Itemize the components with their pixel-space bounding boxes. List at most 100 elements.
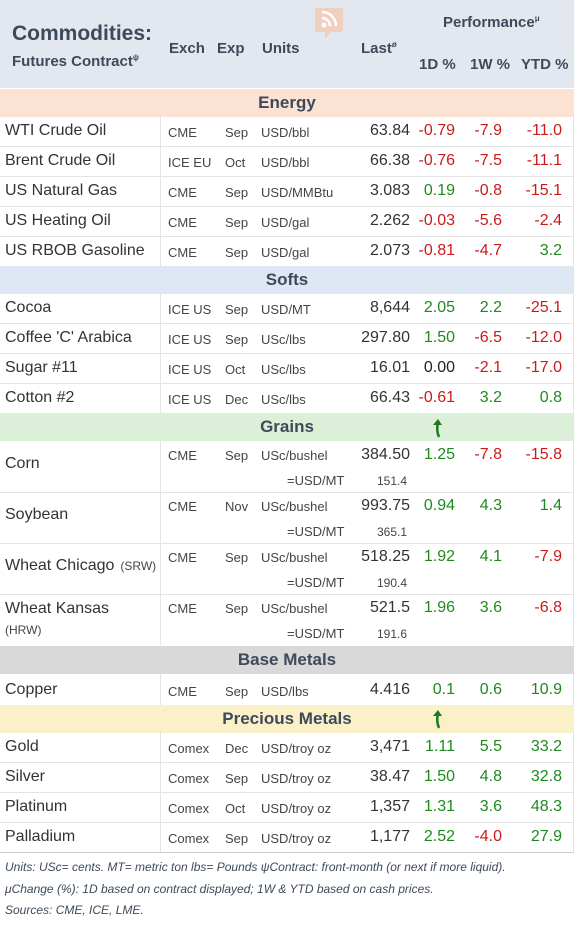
- table-row: Silver Comex Sep USD/troy oz 38.47 1.50 4.8 32.…: [0, 762, 574, 792]
- units: USD/gal: [261, 215, 310, 230]
- conversion-label: =USD/MT: [287, 575, 345, 590]
- change-ytd: 10.9: [530, 681, 562, 698]
- commodity-name: Corn: [5, 455, 40, 473]
- units: USc/bushel: [261, 499, 328, 514]
- change-1w: 3.6: [479, 798, 502, 815]
- column-divider: [160, 441, 161, 492]
- section-softs: Softs: [0, 266, 574, 294]
- commodity-name-text: Corn: [5, 455, 40, 472]
- commodity-name: Soybean: [5, 506, 68, 524]
- column-divider: [160, 594, 161, 645]
- commodity-name: Cotton #2: [5, 389, 75, 406]
- green-arrow-icon: [433, 419, 442, 438]
- expiry: Nov: [225, 499, 249, 514]
- exchange: ICE US: [168, 392, 212, 407]
- column-divider: [160, 383, 161, 413]
- commodity-name: US Heating Oil: [5, 212, 111, 229]
- expiry: Sep: [225, 684, 249, 699]
- last-price: 1,357: [369, 798, 410, 815]
- change-1d: 0.00: [423, 359, 455, 376]
- change-ytd: 33.2: [530, 738, 562, 755]
- change-ytd: -12.0: [525, 329, 562, 346]
- table-row: US RBOB Gasoline CME Sep USD/gal 2.073 -0.81 -…: [0, 236, 574, 266]
- table-row: Corn CME Sep USc/bushel 384.50 1.25 -7.8 -15.8 =…: [0, 441, 574, 492]
- row-divider: [0, 323, 574, 324]
- expiry: Sep: [225, 332, 249, 347]
- exchange: CME: [168, 684, 197, 699]
- row-divider: [0, 543, 574, 544]
- units: USD/troy oz: [261, 771, 332, 786]
- last-price: 521.5: [369, 599, 410, 616]
- col-ytd: YTD %: [521, 56, 569, 73]
- change-1d: 2.05: [423, 299, 455, 316]
- change-ytd: -7.9: [534, 548, 562, 565]
- row-divider: [0, 492, 574, 493]
- column-divider: [160, 822, 161, 852]
- exchange: ICE EU: [168, 155, 212, 170]
- units: USc/lbs: [261, 332, 306, 347]
- change-1w: -4.0: [474, 828, 502, 845]
- col-last: Lastø: [361, 40, 397, 57]
- green-arrow-icon: [433, 710, 442, 729]
- commodity-name: US RBOB Gasoline: [5, 242, 145, 259]
- change-ytd: -2.4: [534, 212, 562, 229]
- expiry: Sep: [225, 831, 249, 846]
- units: USD/gal: [261, 245, 310, 260]
- column-divider: [160, 762, 161, 792]
- change-1w: -2.1: [474, 359, 502, 376]
- last-price: 3,471: [369, 738, 410, 755]
- last-price: 38.47: [369, 768, 410, 785]
- column-divider: [160, 674, 161, 705]
- change-1w: 0.6: [479, 681, 502, 698]
- table-header: Commodities: Futures Contractψ Exch Exp …: [0, 0, 574, 88]
- col-exch: Exch: [169, 40, 205, 57]
- exchange: CME: [168, 215, 197, 230]
- footnote-units: Units: USc= cents. MT= metric ton lbs= P…: [5, 860, 506, 874]
- conversion-label: =USD/MT: [287, 524, 345, 539]
- units: USD/troy oz: [261, 831, 332, 846]
- column-divider: [160, 176, 161, 206]
- table-row: WTI Crude Oil CME Sep USD/bbl 63.84 -0.79 -7.9…: [0, 116, 574, 146]
- commodity-name: WTI Crude Oil: [5, 122, 107, 139]
- change-1d: 0.19: [423, 182, 455, 199]
- section-precious-metals: Precious Metals: [0, 705, 574, 733]
- expiry: Sep: [225, 550, 249, 565]
- change-1w: 4.8: [479, 768, 502, 785]
- row-divider: [0, 383, 574, 384]
- conversion-value: 365.1: [377, 525, 408, 539]
- table-row: Platinum Comex Oct USD/troy oz 1,357 1.31 3.6 4…: [0, 792, 574, 822]
- rss-logo-icon: [315, 8, 343, 39]
- change-1d: -0.79: [418, 122, 455, 139]
- row-divider: [0, 594, 574, 595]
- last-price: 1,177: [369, 828, 410, 845]
- units: USc/bushel: [261, 550, 328, 565]
- change-1w: -6.5: [474, 329, 502, 346]
- expiry: Sep: [225, 771, 249, 786]
- table-row: Wheat Chicago (SRW) CME Sep USc/bushel 518.25…: [0, 543, 574, 594]
- section-energy: Energy: [0, 89, 574, 117]
- commodity-name: Copper: [5, 681, 58, 698]
- exchange: Comex: [168, 801, 210, 816]
- column-divider: [160, 353, 161, 383]
- expiry: Sep: [225, 302, 249, 317]
- change-ytd: 32.8: [530, 768, 562, 785]
- commodity-name: Silver: [5, 768, 46, 785]
- expiry: Sep: [225, 125, 249, 140]
- expiry: Oct: [225, 801, 246, 816]
- units: USc/bushel: [261, 601, 328, 616]
- exchange: ICE US: [168, 332, 212, 347]
- commodity-name-text: Soybean: [5, 506, 69, 523]
- exchange: CME: [168, 448, 197, 463]
- change-1w: -7.8: [474, 446, 502, 463]
- expiry: Sep: [225, 601, 249, 616]
- row-divider: [0, 792, 574, 793]
- change-1d: 1.25: [423, 446, 455, 463]
- change-1w: 2.2: [479, 299, 502, 316]
- commodity-name: Palladium: [5, 828, 76, 845]
- table-row: Coffee 'C' Arabica ICE US Sep USc/lbs 297.80…: [0, 323, 574, 353]
- last-price: 8,644: [369, 299, 410, 316]
- expiry: Oct: [225, 155, 246, 170]
- change-1d: 0.1: [432, 681, 455, 698]
- last-price: 2.073: [369, 242, 410, 259]
- change-ytd: -15.8: [525, 446, 562, 463]
